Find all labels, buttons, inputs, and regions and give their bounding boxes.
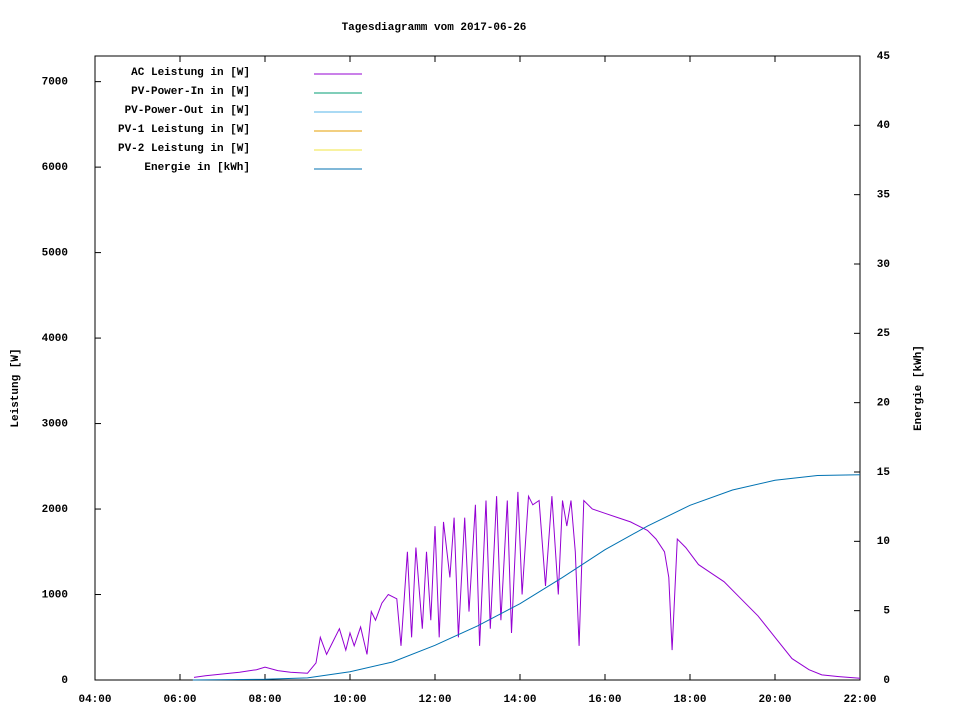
x-tick-label: 10:00 bbox=[333, 694, 366, 706]
x-tick-label: 04:00 bbox=[78, 694, 111, 706]
y-tick-label: 7000 bbox=[42, 77, 68, 89]
y2-tick-label: 20 bbox=[877, 398, 890, 410]
legend-label: Energie in [kWh] bbox=[144, 162, 250, 174]
y-tick-label: 4000 bbox=[42, 333, 68, 345]
x-tick-label: 18:00 bbox=[673, 694, 706, 706]
y2-axis-label: Energie [kWh] bbox=[913, 345, 925, 431]
plot-frame bbox=[94, 55, 861, 681]
legend-label: PV-Power-In in [W] bbox=[131, 86, 250, 98]
legend-label: AC Leistung in [W] bbox=[131, 67, 250, 79]
y2-tick-label: 5 bbox=[883, 606, 890, 618]
y2-tick-label: 25 bbox=[877, 328, 891, 340]
y2-tick-label: 35 bbox=[877, 190, 891, 202]
y-axis-label: Leistung [W] bbox=[10, 348, 22, 427]
chart-title: Tagesdiagramm vom 2017-06-26 bbox=[342, 22, 527, 34]
y2-tick-label: 15 bbox=[877, 467, 891, 479]
y2-tick-label: 10 bbox=[877, 536, 890, 548]
x-tick-label: 08:00 bbox=[248, 694, 281, 706]
y-tick-label: 3000 bbox=[42, 418, 68, 430]
y2-tick-label: 0 bbox=[883, 675, 890, 687]
x-tick-label: 14:00 bbox=[503, 694, 536, 706]
y-tick-label: 2000 bbox=[42, 504, 68, 516]
y-tick-label: 1000 bbox=[42, 589, 68, 601]
y2-tick-label: 45 bbox=[877, 51, 891, 63]
x-tick-label: 16:00 bbox=[588, 694, 621, 706]
series-line bbox=[192, 474, 861, 681]
series-line bbox=[193, 491, 861, 679]
legend-label: PV-2 Leistung in [W] bbox=[118, 143, 250, 155]
y2-tick-label: 30 bbox=[877, 259, 890, 271]
x-tick-label: 22:00 bbox=[843, 694, 876, 706]
y-tick-label: 6000 bbox=[42, 162, 68, 174]
legend-label: PV-Power-Out in [W] bbox=[125, 105, 250, 117]
x-tick-label: 12:00 bbox=[418, 694, 451, 706]
y2-tick-label: 40 bbox=[877, 120, 890, 132]
x-tick-label: 06:00 bbox=[163, 694, 196, 706]
legend-label: PV-1 Leistung in [W] bbox=[118, 124, 250, 136]
y-tick-label: 0 bbox=[61, 675, 68, 687]
y-tick-label: 5000 bbox=[42, 248, 68, 260]
x-tick-label: 20:00 bbox=[758, 694, 791, 706]
